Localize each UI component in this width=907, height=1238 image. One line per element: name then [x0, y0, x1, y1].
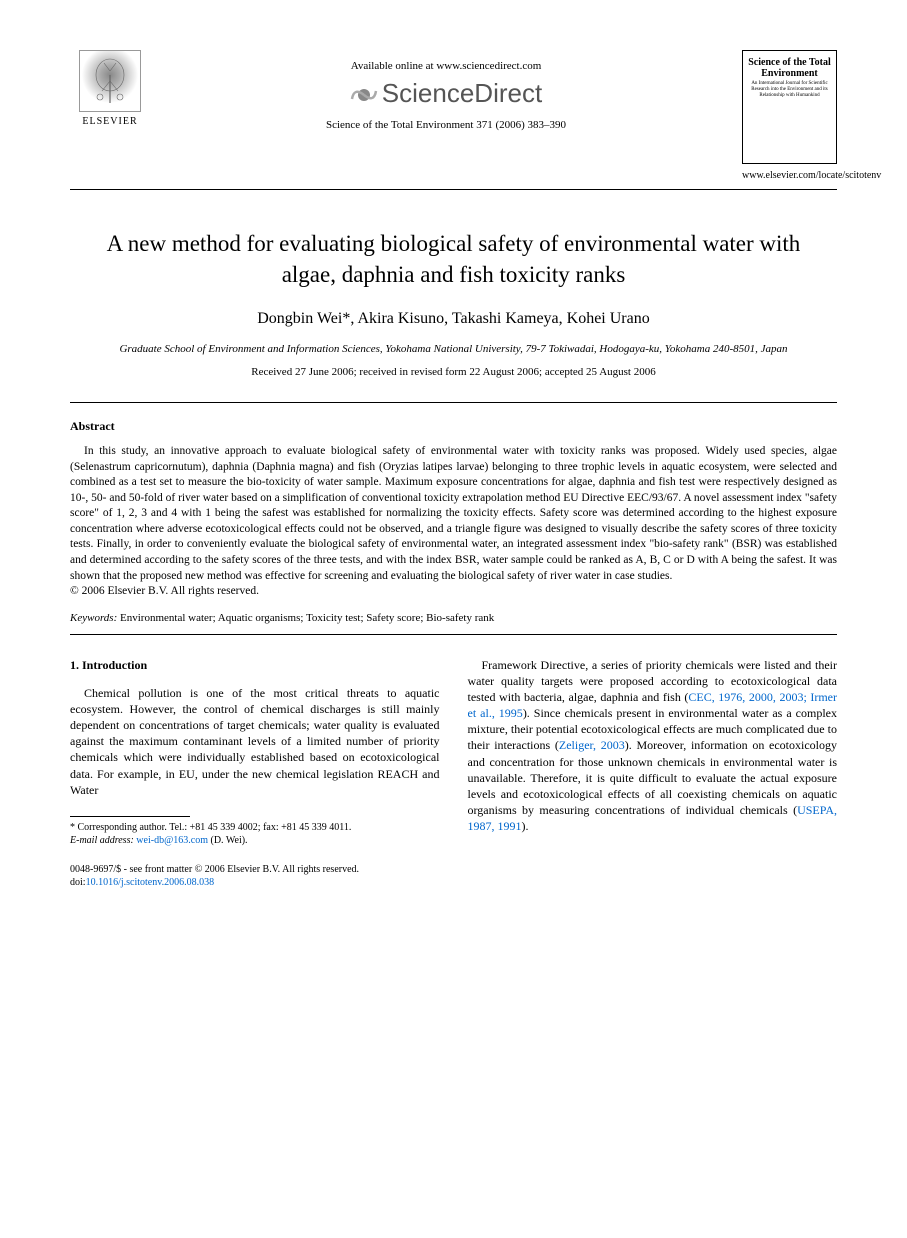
authors-text: Dongbin Wei*, Akira Kisuno, Takashi Kame…: [257, 310, 649, 327]
page-container: ELSEVIER Available online at www.science…: [0, 0, 907, 929]
column-left: 1. Introduction Chemical pollution is on…: [70, 657, 440, 890]
doi-link[interactable]: 10.1016/j.scitotenv.2006.08.038: [86, 877, 215, 888]
journal-cover-box: Science of the Total Environment An Inte…: [742, 50, 837, 164]
publisher-logo: ELSEVIER: [70, 50, 150, 127]
corresponding-author-note: * Corresponding author. Tel.: +81 45 339…: [70, 821, 440, 834]
header-row: ELSEVIER Available online at www.science…: [70, 50, 837, 181]
abstract-top-rule: [70, 402, 837, 403]
keywords-label: Keywords:: [70, 612, 117, 624]
header-rule: [70, 189, 837, 190]
email-line: E-mail address: wei-db@163.com (D. Wei).: [70, 834, 440, 847]
citation-link-2[interactable]: Zeliger, 2003: [559, 738, 625, 752]
elsevier-tree-icon: [79, 50, 141, 112]
sciencedirect-logo: ScienceDirect: [150, 78, 742, 109]
doi-label: doi:: [70, 877, 86, 888]
sd-brand-text: ScienceDirect: [382, 78, 542, 108]
journal-cover: Science of the Total Environment An Inte…: [742, 50, 837, 181]
authors-line: Dongbin Wei*, Akira Kisuno, Takashi Kame…: [70, 310, 837, 328]
available-online-text: Available online at www.sciencedirect.co…: [150, 60, 742, 72]
body-columns: 1. Introduction Chemical pollution is on…: [70, 657, 837, 890]
column-right: Framework Directive, a series of priorit…: [468, 657, 838, 890]
issn-line: 0048-9697/$ - see front matter © 2006 El…: [70, 863, 440, 876]
doi-line: doi:10.1016/j.scitotenv.2006.08.038: [70, 876, 440, 889]
email-author-suffix: (D. Wei).: [211, 835, 248, 846]
affiliation: Graduate School of Environment and Infor…: [110, 342, 797, 356]
publisher-name: ELSEVIER: [70, 116, 150, 127]
sd-swirl-icon: [350, 81, 378, 109]
abstract-body: In this study, an innovative approach to…: [70, 444, 837, 599]
keywords-text: Environmental water; Aquatic organisms; …: [120, 612, 494, 624]
intro-paragraph-2: Framework Directive, a series of priorit…: [468, 657, 838, 835]
footer-block: 0048-9697/$ - see front matter © 2006 El…: [70, 863, 440, 889]
abstract-bottom-rule: [70, 634, 837, 635]
article-dates: Received 27 June 2006; received in revis…: [70, 366, 837, 378]
article-title: A new method for evaluating biological s…: [90, 228, 817, 290]
center-header: Available online at www.sciencedirect.co…: [150, 50, 742, 131]
footnote-separator: [70, 816, 190, 817]
abstract-text: In this study, an innovative approach to…: [70, 445, 837, 581]
journal-cover-subtitle: An International Journal for Scientific …: [747, 81, 832, 99]
journal-url: www.elsevier.com/locate/scitotenv: [742, 170, 837, 181]
journal-reference: Science of the Total Environment 371 (20…: [150, 119, 742, 131]
introduction-heading: 1. Introduction: [70, 657, 440, 673]
author-email[interactable]: wei-db@163.com: [136, 835, 208, 846]
intro-paragraph-1: Chemical pollution is one of the most cr…: [70, 685, 440, 798]
abstract-copyright: © 2006 Elsevier B.V. All rights reserved…: [70, 585, 259, 597]
journal-cover-title: Science of the Total Environment: [747, 57, 832, 79]
abstract-heading: Abstract: [70, 419, 837, 434]
email-label: E-mail address:: [70, 835, 134, 846]
keywords-line: Keywords: Environmental water; Aquatic o…: [70, 612, 837, 624]
